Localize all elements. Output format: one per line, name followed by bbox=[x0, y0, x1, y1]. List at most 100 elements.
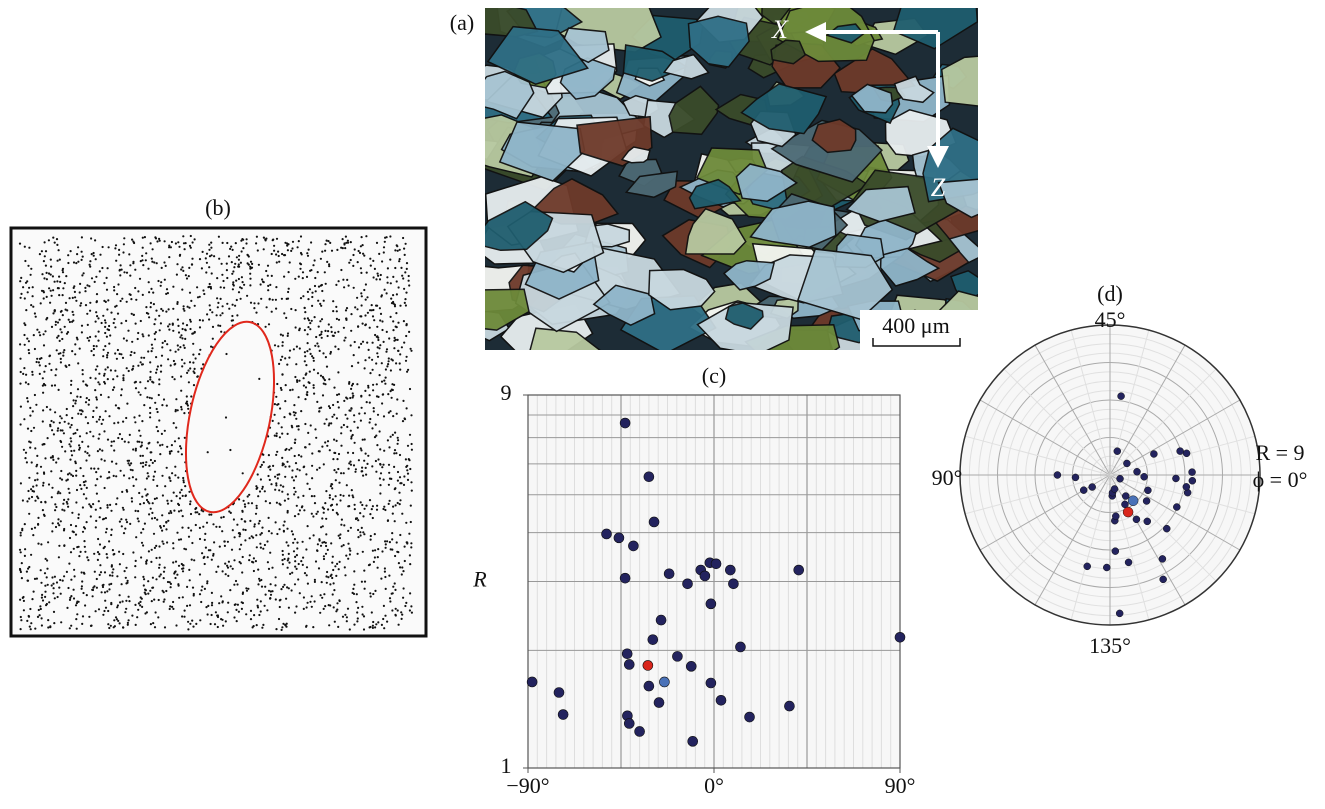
dot bbox=[233, 584, 235, 586]
dot bbox=[350, 430, 352, 432]
dot bbox=[90, 467, 92, 469]
dot bbox=[115, 260, 117, 262]
dot bbox=[44, 330, 46, 332]
dot bbox=[98, 553, 100, 555]
dot bbox=[244, 539, 246, 541]
dot bbox=[19, 549, 21, 551]
dot bbox=[375, 623, 377, 625]
dot bbox=[135, 624, 137, 626]
dot bbox=[389, 500, 391, 502]
dot bbox=[296, 346, 298, 348]
dot bbox=[372, 621, 374, 623]
dot bbox=[221, 530, 223, 532]
dot bbox=[41, 597, 43, 599]
dot bbox=[252, 537, 254, 539]
dot bbox=[390, 436, 392, 438]
dot bbox=[385, 377, 387, 379]
dot bbox=[120, 394, 122, 396]
dot bbox=[281, 298, 283, 300]
dot bbox=[86, 487, 88, 489]
dot bbox=[377, 346, 379, 348]
dot bbox=[352, 496, 354, 498]
dot bbox=[34, 500, 36, 502]
dot bbox=[171, 444, 173, 446]
dot bbox=[63, 528, 65, 530]
dot bbox=[397, 480, 399, 482]
dot bbox=[57, 458, 59, 460]
dot bbox=[294, 583, 296, 585]
dot bbox=[154, 517, 156, 519]
dot bbox=[36, 361, 38, 363]
dot bbox=[228, 561, 230, 563]
dot bbox=[166, 405, 168, 407]
dot bbox=[307, 298, 309, 300]
dot bbox=[283, 416, 285, 418]
dot bbox=[46, 406, 48, 408]
dot bbox=[75, 262, 77, 264]
dot bbox=[374, 556, 376, 558]
dot bbox=[167, 520, 169, 522]
dot bbox=[357, 607, 359, 609]
dot bbox=[151, 350, 153, 352]
dot bbox=[95, 526, 97, 528]
dot bbox=[60, 470, 62, 472]
dot bbox=[113, 386, 115, 388]
point bbox=[624, 659, 634, 669]
dot bbox=[145, 259, 147, 261]
dot bbox=[181, 359, 183, 361]
dot bbox=[300, 297, 302, 299]
dot bbox=[334, 621, 336, 623]
polar-point bbox=[1089, 484, 1096, 491]
dot bbox=[144, 488, 146, 490]
dot bbox=[178, 585, 180, 587]
dot bbox=[258, 264, 260, 266]
dot bbox=[54, 411, 56, 413]
dot bbox=[61, 509, 63, 511]
dot bbox=[165, 521, 167, 523]
dot bbox=[381, 260, 383, 262]
dot bbox=[403, 288, 405, 290]
dot bbox=[69, 426, 71, 428]
dot bbox=[261, 488, 263, 490]
dot bbox=[55, 374, 57, 376]
dot bbox=[69, 537, 71, 539]
dot bbox=[74, 353, 76, 355]
dot bbox=[189, 292, 191, 294]
dot bbox=[118, 551, 120, 553]
dot bbox=[51, 576, 53, 578]
dot bbox=[360, 534, 362, 536]
dot bbox=[357, 261, 359, 263]
dot bbox=[360, 292, 362, 294]
dot bbox=[205, 257, 207, 259]
dot bbox=[364, 359, 366, 361]
dot bbox=[263, 237, 265, 239]
dot bbox=[106, 308, 108, 310]
dot bbox=[294, 455, 296, 457]
dot bbox=[24, 555, 26, 557]
dot bbox=[388, 484, 390, 486]
dot bbox=[88, 399, 90, 401]
dot bbox=[206, 582, 208, 584]
dot bbox=[79, 305, 81, 307]
dot bbox=[158, 394, 160, 396]
dot bbox=[62, 314, 64, 316]
dot bbox=[151, 397, 153, 399]
dot bbox=[98, 438, 100, 440]
dot bbox=[165, 590, 167, 592]
dot bbox=[163, 577, 165, 579]
dot bbox=[96, 587, 98, 589]
dot bbox=[169, 605, 171, 607]
dot bbox=[215, 571, 217, 573]
dot bbox=[278, 489, 280, 491]
dot bbox=[150, 623, 152, 625]
dot bbox=[410, 605, 412, 607]
dot bbox=[333, 606, 335, 608]
dot bbox=[394, 589, 396, 591]
dot bbox=[169, 480, 171, 482]
dot bbox=[130, 351, 132, 353]
dot bbox=[123, 532, 125, 534]
dot bbox=[175, 409, 177, 411]
dot bbox=[147, 580, 149, 582]
dot bbox=[350, 330, 352, 332]
dot bbox=[131, 500, 133, 502]
